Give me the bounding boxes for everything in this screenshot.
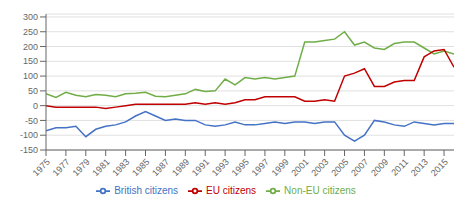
svg-text:1981: 1981 xyxy=(90,157,111,178)
svg-text:2007: 2007 xyxy=(349,157,370,178)
svg-text:0: 0 xyxy=(33,101,38,111)
svg-text:2005: 2005 xyxy=(329,157,350,178)
svg-text:50: 50 xyxy=(28,86,38,96)
svg-text:1979: 1979 xyxy=(71,157,92,178)
svg-text:2015: 2015 xyxy=(429,157,450,178)
html-text:Non-EU citizens: Non-EU citizens xyxy=(284,184,356,196)
svg-text:-50: -50 xyxy=(25,116,38,126)
svg-text:2013: 2013 xyxy=(409,157,430,178)
svg-text:-150: -150 xyxy=(20,145,38,155)
svg-text:1999: 1999 xyxy=(270,157,291,178)
svg-text:1991: 1991 xyxy=(190,157,211,178)
svg-text:2001: 2001 xyxy=(289,157,310,178)
html-text:British citizens: British citizens xyxy=(114,184,179,196)
svg-text:200: 200 xyxy=(23,42,38,52)
svg-text:1995: 1995 xyxy=(230,157,251,178)
html-text:EU citizens: EU citizens xyxy=(206,184,257,196)
svg-text:150: 150 xyxy=(23,56,38,66)
svg-text:2011: 2011 xyxy=(389,157,410,178)
svg-text:-100: -100 xyxy=(20,130,38,140)
svg-text:1993: 1993 xyxy=(210,157,231,178)
svg-text:1987: 1987 xyxy=(150,157,171,178)
svg-text:300: 300 xyxy=(23,12,38,22)
svg-text:250: 250 xyxy=(23,27,38,37)
svg-text:1975: 1975 xyxy=(31,157,52,178)
svg-text:100: 100 xyxy=(23,71,38,81)
svg-text:2009: 2009 xyxy=(369,157,390,178)
svg-text:1985: 1985 xyxy=(130,157,151,178)
svg-text:1977: 1977 xyxy=(51,157,72,178)
svg-text:2003: 2003 xyxy=(309,157,330,178)
svg-text:1997: 1997 xyxy=(250,157,271,178)
svg-text:1983: 1983 xyxy=(110,157,131,178)
svg-text:1989: 1989 xyxy=(170,157,191,178)
